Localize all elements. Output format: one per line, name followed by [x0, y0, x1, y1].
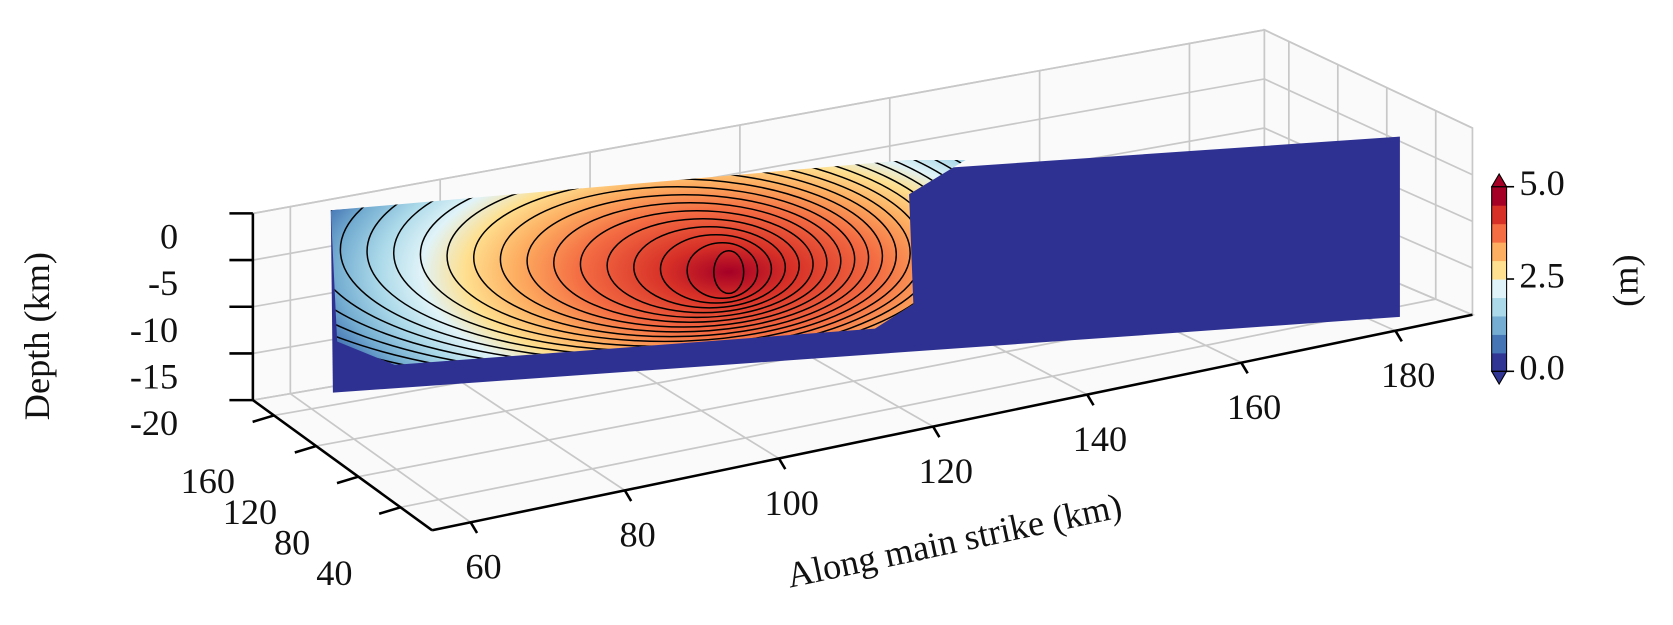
x-tick-label: 160: [1227, 387, 1281, 427]
y-tick: [294, 444, 317, 454]
colorbar-swatch: [1491, 352, 1507, 372]
x-tick: [1086, 393, 1095, 406]
x-tick-label: 120: [919, 451, 973, 491]
colorbar-swatch: [1491, 315, 1507, 335]
z-tick-label: -20: [130, 403, 178, 443]
x-tick: [931, 425, 941, 438]
y-tick-label: 160: [181, 461, 235, 501]
x-tick-label: 140: [1073, 419, 1127, 459]
colorbar-tick-label: 2.5: [1519, 255, 1564, 295]
colorbar-swatch: [1491, 333, 1507, 354]
colorbar-swatch: [1491, 260, 1507, 280]
colorbar-swatch: [1491, 241, 1507, 262]
y-axis: [252, 399, 433, 532]
x-axis: [431, 313, 1473, 532]
colorbar-swatch: [1491, 186, 1507, 206]
x-tick-label: 100: [765, 483, 819, 523]
x-tick-label: 180: [1381, 355, 1435, 395]
z-tick-label: -10: [130, 310, 178, 350]
x-tick: [777, 457, 787, 470]
colorbar: 0.0 2.5 5.0: [1490, 163, 1565, 388]
axes: 608010012014016018040801201600-5-10-15-2…: [130, 212, 1473, 593]
colorbar-tick-label: 0.0: [1519, 348, 1564, 388]
z-axis-title: Depth (km): [17, 252, 57, 420]
colorbar-swatch: [1491, 296, 1507, 317]
y-tick-label: 40: [316, 553, 352, 593]
y-tick: [336, 475, 359, 485]
colorbar-extend: [1490, 172, 1508, 188]
y-tick-label: 80: [274, 522, 310, 562]
x-tick-label: 60: [465, 547, 501, 587]
colorbar-swatch: [1491, 278, 1507, 299]
colorbar-extend: [1490, 370, 1508, 386]
y-tick-label: 120: [223, 492, 277, 532]
colorbar-label: (m): [1606, 254, 1646, 306]
x-tick: [623, 489, 633, 502]
z-tick-label: -5: [148, 263, 178, 303]
z-tick-label: 0: [160, 216, 178, 256]
x-axis-title: Along main strike (km): [783, 486, 1125, 596]
z-tick-label: -15: [130, 356, 178, 396]
colorbar-tick-label: 5.0: [1519, 163, 1564, 203]
colorbar-swatch: [1491, 223, 1507, 243]
grid-line: [252, 28, 1473, 215]
x-tick: [1240, 362, 1249, 374]
x-tick: [469, 521, 479, 534]
plot-area: 608010012014016018040801201600-5-10-15-2…: [17, 28, 1646, 596]
y-tick: [378, 506, 401, 515]
y-tick: [252, 414, 275, 424]
x-tick: [1394, 330, 1403, 343]
colorbar-swatch: [1491, 204, 1507, 225]
x-tick-label: 80: [619, 515, 655, 555]
